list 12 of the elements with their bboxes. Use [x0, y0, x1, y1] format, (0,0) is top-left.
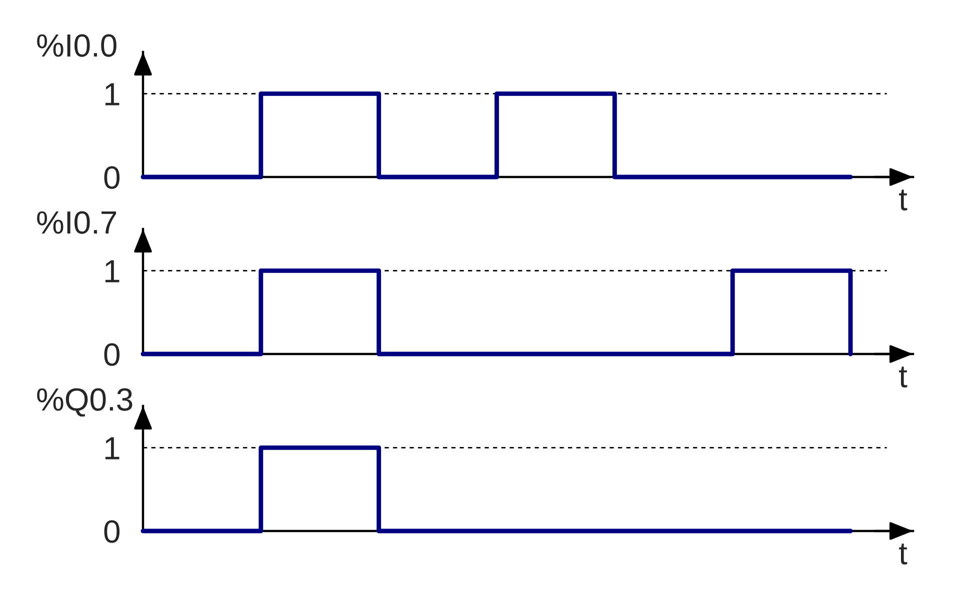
y-tick-label: 1	[105, 260, 120, 282]
x-axis-title: t	[899, 544, 908, 565]
y-tick-label: 0	[104, 343, 120, 366]
y-tick-label: 0	[104, 166, 120, 189]
y-axis-title: %I0.7	[37, 211, 116, 234]
y-axis-title: %I0.0	[37, 34, 116, 57]
y-tick-label: 0	[104, 520, 120, 543]
y-tick-label: 1	[105, 83, 120, 106]
y-axis-title: %Q0.3	[37, 388, 132, 417]
x-axis-title: t	[899, 366, 908, 388]
y-tick-label: 1	[105, 437, 120, 460]
x-axis-title: t	[899, 190, 908, 211]
